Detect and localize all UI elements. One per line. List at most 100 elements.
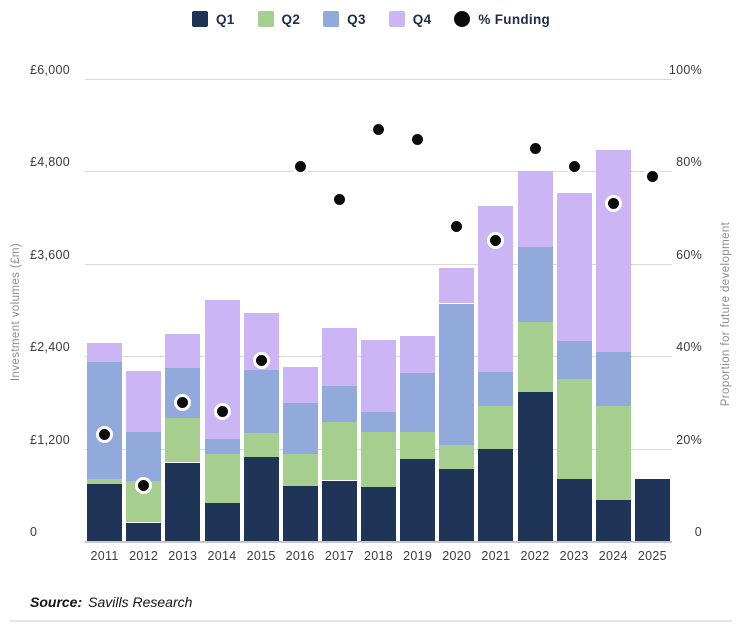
gridline-6000 <box>85 79 672 80</box>
bar-2015-q2 <box>243 433 279 458</box>
right-axis-tick: 0 <box>694 525 702 539</box>
left-axis-tick: £1,200 <box>30 432 71 447</box>
left-axis-tick: £2,400 <box>30 340 71 355</box>
bar-2023-q4 <box>556 193 592 341</box>
funding-dot-2017 <box>330 190 348 208</box>
bar-2025-q1 <box>634 479 670 541</box>
source-note: Source: Savills Research <box>30 594 192 610</box>
bar-2017-q1 <box>321 480 357 541</box>
legend-swatch-icon <box>191 11 208 27</box>
bar-2024-q2 <box>595 406 631 501</box>
x-axis-label-2024: 2024 <box>598 549 628 563</box>
bar-2012-q4 <box>126 370 162 432</box>
gridline-4800 <box>85 171 672 173</box>
bar-2021-q3 <box>478 372 514 407</box>
right-axis-tick: 60% <box>676 247 702 262</box>
legend-item-q1: Q1 <box>191 11 235 27</box>
bar-2018-q3 <box>361 411 396 433</box>
funding-dot-2025 <box>643 167 661 185</box>
legend-label: Q1 <box>215 11 235 27</box>
bar-2019-q3 <box>400 372 436 432</box>
x-axis-label-2015: 2015 <box>246 549 276 563</box>
right-axis-tick: 80% <box>676 155 702 170</box>
x-axis-label-2018: 2018 <box>363 549 393 563</box>
bar-2020-q3 <box>439 303 475 446</box>
bar-2024-q1 <box>595 500 631 541</box>
right-axis-tick: 100% <box>668 63 702 77</box>
x-axis-label-2021: 2021 <box>481 549 511 563</box>
bar-2015-q3 <box>243 370 279 434</box>
bar-2015-q1 <box>243 457 279 541</box>
bar-2017-q3 <box>321 385 357 423</box>
funding-dot-2012 <box>135 477 153 495</box>
bar-2016-q2 <box>282 454 318 486</box>
legend-label: Q2 <box>281 11 301 27</box>
legend-swatch-icon <box>323 11 340 27</box>
bar-2019-q2 <box>400 431 436 460</box>
bar-2012-q3 <box>126 431 162 481</box>
x-axis-label-2012: 2012 <box>129 549 159 563</box>
gridline-3600 <box>85 263 672 265</box>
legend-swatch-icon <box>454 11 471 27</box>
bar-2013-q2 <box>165 418 201 463</box>
legend-label: % Funding <box>478 11 551 27</box>
x-axis-label-2019: 2019 <box>403 549 433 563</box>
bar-2019-q4 <box>400 335 436 373</box>
funding-dot-2015 <box>252 352 270 370</box>
x-axis-label-2017: 2017 <box>324 549 354 563</box>
right-axis-tick: 20% <box>676 432 702 447</box>
legend-item-q3: Q3 <box>323 11 366 27</box>
bar-2021-q4 <box>478 205 514 373</box>
bar-2013-q4 <box>165 333 201 369</box>
bar-2014-q1 <box>204 503 240 541</box>
legend-swatch-icon <box>257 11 274 27</box>
bar-2017-q4 <box>321 328 357 386</box>
bar-2018-q1 <box>361 487 396 541</box>
funding-dot-2019 <box>409 130 427 148</box>
bar-2022-q2 <box>517 322 553 393</box>
bar-2020-q1 <box>439 469 475 541</box>
x-axis-label-2013: 2013 <box>168 549 198 563</box>
legend-item--funding: % Funding <box>454 11 550 27</box>
bar-2024-q3 <box>595 352 631 407</box>
legend-swatch-icon <box>388 11 405 27</box>
funding-dot-2011 <box>96 426 114 444</box>
left-axis-tick: 0 <box>30 525 38 539</box>
right-axis-title: Proportion for future development <box>720 221 732 407</box>
bar-2022-q4 <box>517 171 553 248</box>
funding-dot-2018 <box>370 121 387 139</box>
bar-2022-q3 <box>517 247 553 323</box>
chart-legend: Q1 Q2 Q3 Q4 % Funding <box>0 11 742 27</box>
funding-dot-2020 <box>448 218 466 236</box>
bar-2020-q4 <box>439 268 475 304</box>
funding-dot-2021 <box>487 232 505 250</box>
left-axis-tick: £4,800 <box>30 155 71 170</box>
funding-dot-2016 <box>291 158 309 176</box>
bar-2011-q4 <box>87 343 123 362</box>
bar-2014-q2 <box>204 454 240 504</box>
bar-2011-q2 <box>87 479 123 484</box>
bar-2021-q2 <box>478 406 514 449</box>
bar-2023-q1 <box>556 478 592 541</box>
bar-2011-q3 <box>87 361 123 480</box>
gridline-0 <box>85 541 672 543</box>
source-prefix: Source: <box>30 594 83 610</box>
bar-2020-q2 <box>439 445 475 470</box>
left-axis-tick: £6,000 <box>30 63 71 77</box>
source-text: Savills Research <box>88 594 193 610</box>
bar-2016-q3 <box>282 403 318 455</box>
legend-label: Q3 <box>347 11 366 27</box>
legend-item-q2: Q2 <box>257 11 301 27</box>
legend-item-q4: Q4 <box>388 11 432 27</box>
x-axis-label-2016: 2016 <box>285 549 315 563</box>
left-axis-tick: £3,600 <box>30 247 71 262</box>
bar-2022-q1 <box>517 392 553 541</box>
bar-2014-q3 <box>204 439 240 454</box>
bar-2018-q4 <box>361 340 396 412</box>
x-axis-label-2011: 2011 <box>90 549 119 563</box>
bar-2013-q1 <box>165 462 201 541</box>
bar-2023-q2 <box>556 379 592 479</box>
bar-2021-q1 <box>478 448 514 541</box>
bar-2011-q1 <box>87 484 123 541</box>
